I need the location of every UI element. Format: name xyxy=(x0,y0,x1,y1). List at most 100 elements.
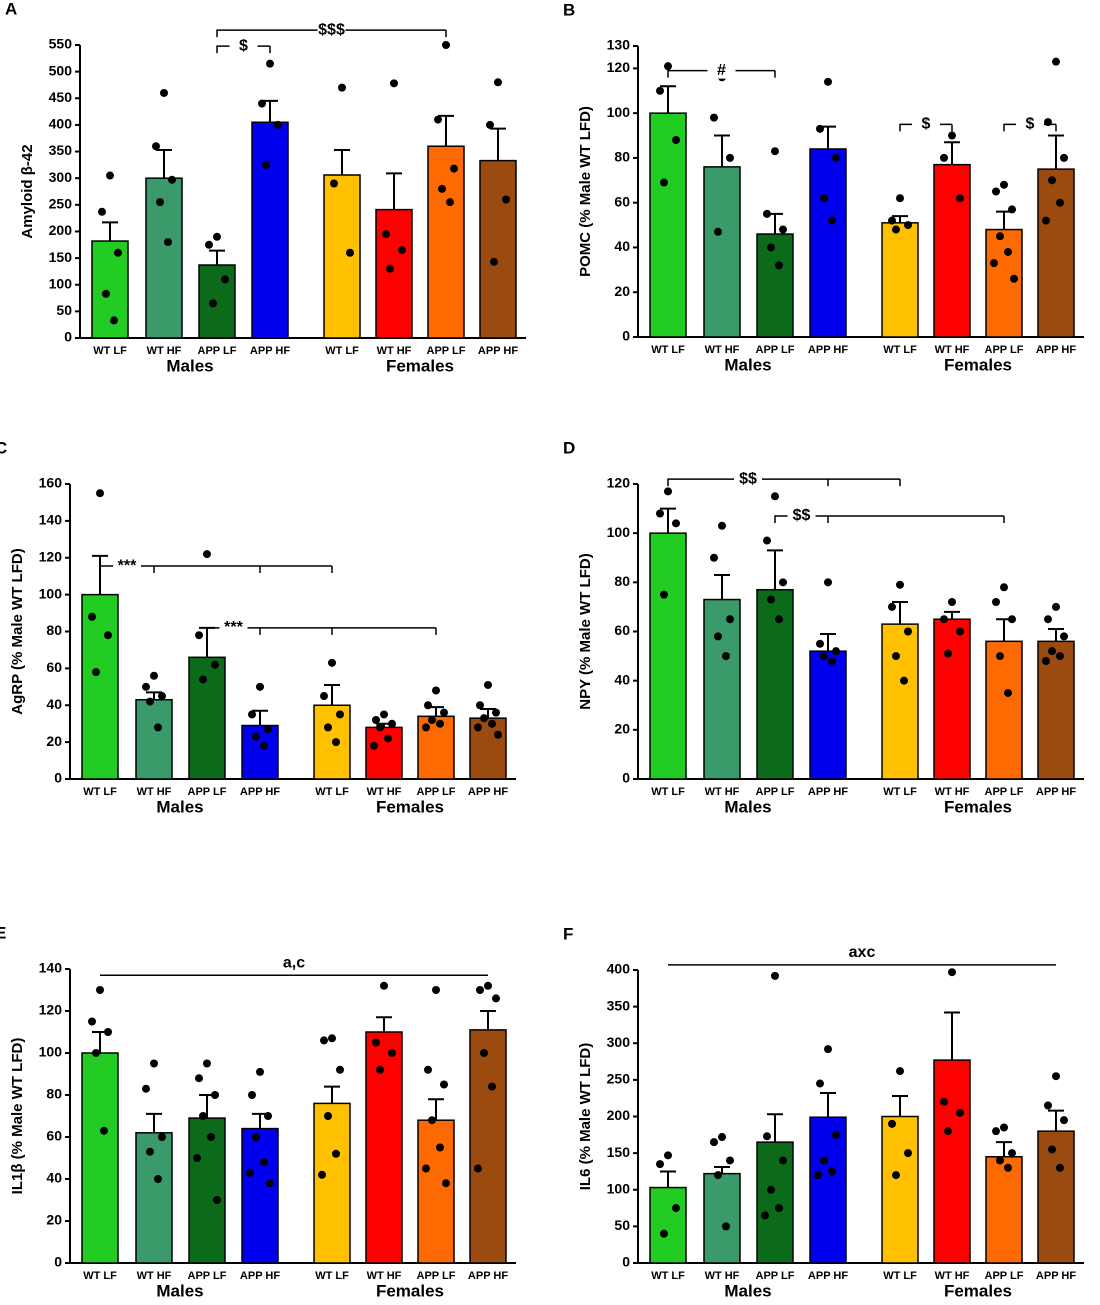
error-bar xyxy=(386,172,402,210)
y-tick-label: 120 xyxy=(39,548,63,564)
panel-letter: C xyxy=(0,438,7,457)
significance-label: *** xyxy=(118,557,137,574)
bar xyxy=(365,726,403,780)
data-point xyxy=(422,723,430,732)
data-point xyxy=(1000,180,1008,189)
error-bar xyxy=(490,127,506,161)
y-tick-label: 80 xyxy=(46,1086,62,1102)
x-tick-label: WT LF xyxy=(883,344,917,356)
y-tick-label: 50 xyxy=(614,1217,630,1233)
x-tick-label: WT HF xyxy=(705,1270,740,1282)
error-bar xyxy=(324,683,340,706)
data-point xyxy=(476,701,484,710)
data-point xyxy=(146,697,154,706)
data-point xyxy=(714,1171,722,1180)
data-point xyxy=(824,77,832,86)
data-point xyxy=(820,652,828,661)
data-point xyxy=(660,178,668,187)
y-tick-label: 20 xyxy=(46,1212,62,1228)
y-axis-label: IL6 (% Male WT LFD) xyxy=(577,1043,594,1191)
data-point xyxy=(248,1091,256,1099)
bar xyxy=(145,177,183,339)
data-point xyxy=(436,719,444,728)
data-point xyxy=(142,682,150,691)
data-point xyxy=(1008,615,1016,624)
data-point xyxy=(488,1082,496,1091)
data-point xyxy=(274,120,282,129)
data-point xyxy=(211,660,219,669)
data-point xyxy=(948,968,956,977)
bar xyxy=(933,1059,971,1264)
bar xyxy=(81,593,119,780)
data-point xyxy=(904,627,912,636)
data-point xyxy=(502,195,510,204)
bar xyxy=(91,240,129,339)
y-tick-label: 20 xyxy=(614,721,630,737)
label-bg xyxy=(229,38,258,55)
y-tick-label: 60 xyxy=(614,193,630,209)
data-point xyxy=(324,723,332,732)
y-tick-label: 150 xyxy=(607,1144,631,1160)
bar xyxy=(313,1102,351,1264)
x-tick-label: WT HF xyxy=(137,786,172,798)
bar xyxy=(135,698,173,780)
panel: F IL6 (% Male WT LFD) 0 50 100 150 200 250 300 35… xyxy=(563,924,1084,1300)
data-point xyxy=(432,986,440,994)
x-tick-label: APP LF xyxy=(756,1270,795,1282)
error-bar xyxy=(1048,134,1064,170)
y-tick-label: 150 xyxy=(49,249,73,265)
bar xyxy=(809,1116,847,1264)
bar xyxy=(241,724,279,780)
error-bar xyxy=(944,610,960,620)
data-point xyxy=(900,676,908,685)
bar xyxy=(649,532,687,780)
data-point xyxy=(424,701,432,710)
significance-label: $ xyxy=(1026,116,1035,133)
data-point xyxy=(388,1049,396,1057)
data-point xyxy=(154,1175,162,1183)
data-point xyxy=(1008,1149,1016,1158)
data-point xyxy=(88,612,96,621)
data-point xyxy=(476,986,484,994)
data-point xyxy=(330,179,338,188)
data-point xyxy=(104,1028,112,1036)
data-point xyxy=(370,741,378,750)
data-point xyxy=(488,719,496,728)
data-point xyxy=(656,509,664,518)
y-tick-label: 300 xyxy=(49,169,73,185)
bar xyxy=(81,1052,119,1264)
panel: C AgRP (% Male WT LFD) 0 20 40 60 80 100 120 140 1… xyxy=(0,438,516,816)
data-point xyxy=(390,79,398,88)
bar xyxy=(649,112,687,338)
y-tick-label: 60 xyxy=(46,1128,62,1144)
data-point xyxy=(388,719,396,728)
data-point xyxy=(207,1133,215,1141)
error-bar xyxy=(1048,628,1064,642)
error-bar xyxy=(714,573,730,600)
data-point xyxy=(771,492,779,501)
error-bar xyxy=(480,1010,496,1030)
data-point xyxy=(256,1067,264,1076)
data-point xyxy=(710,1138,718,1147)
data-point xyxy=(1052,602,1060,611)
x-tick-label: WT HF xyxy=(147,345,182,357)
error-bar xyxy=(376,1016,392,1032)
data-point xyxy=(256,682,264,691)
x-tick-label: WT LF xyxy=(883,786,917,798)
bar xyxy=(375,208,413,339)
error-bar xyxy=(660,85,676,114)
y-tick-label: 120 xyxy=(607,59,631,75)
data-point xyxy=(146,1147,154,1156)
x-tick-label: WT HF xyxy=(377,345,412,357)
y-tick-label: 140 xyxy=(39,512,63,528)
data-point xyxy=(494,730,502,739)
significance-label: $$ xyxy=(739,470,757,487)
x-tick-label: APP HF xyxy=(250,345,290,357)
y-tick-label: 550 xyxy=(49,36,73,52)
data-point xyxy=(480,714,488,723)
data-point xyxy=(1042,216,1050,225)
significance-label: axc xyxy=(849,944,876,961)
y-tick-label: 100 xyxy=(607,524,631,540)
error-bar xyxy=(660,507,676,534)
